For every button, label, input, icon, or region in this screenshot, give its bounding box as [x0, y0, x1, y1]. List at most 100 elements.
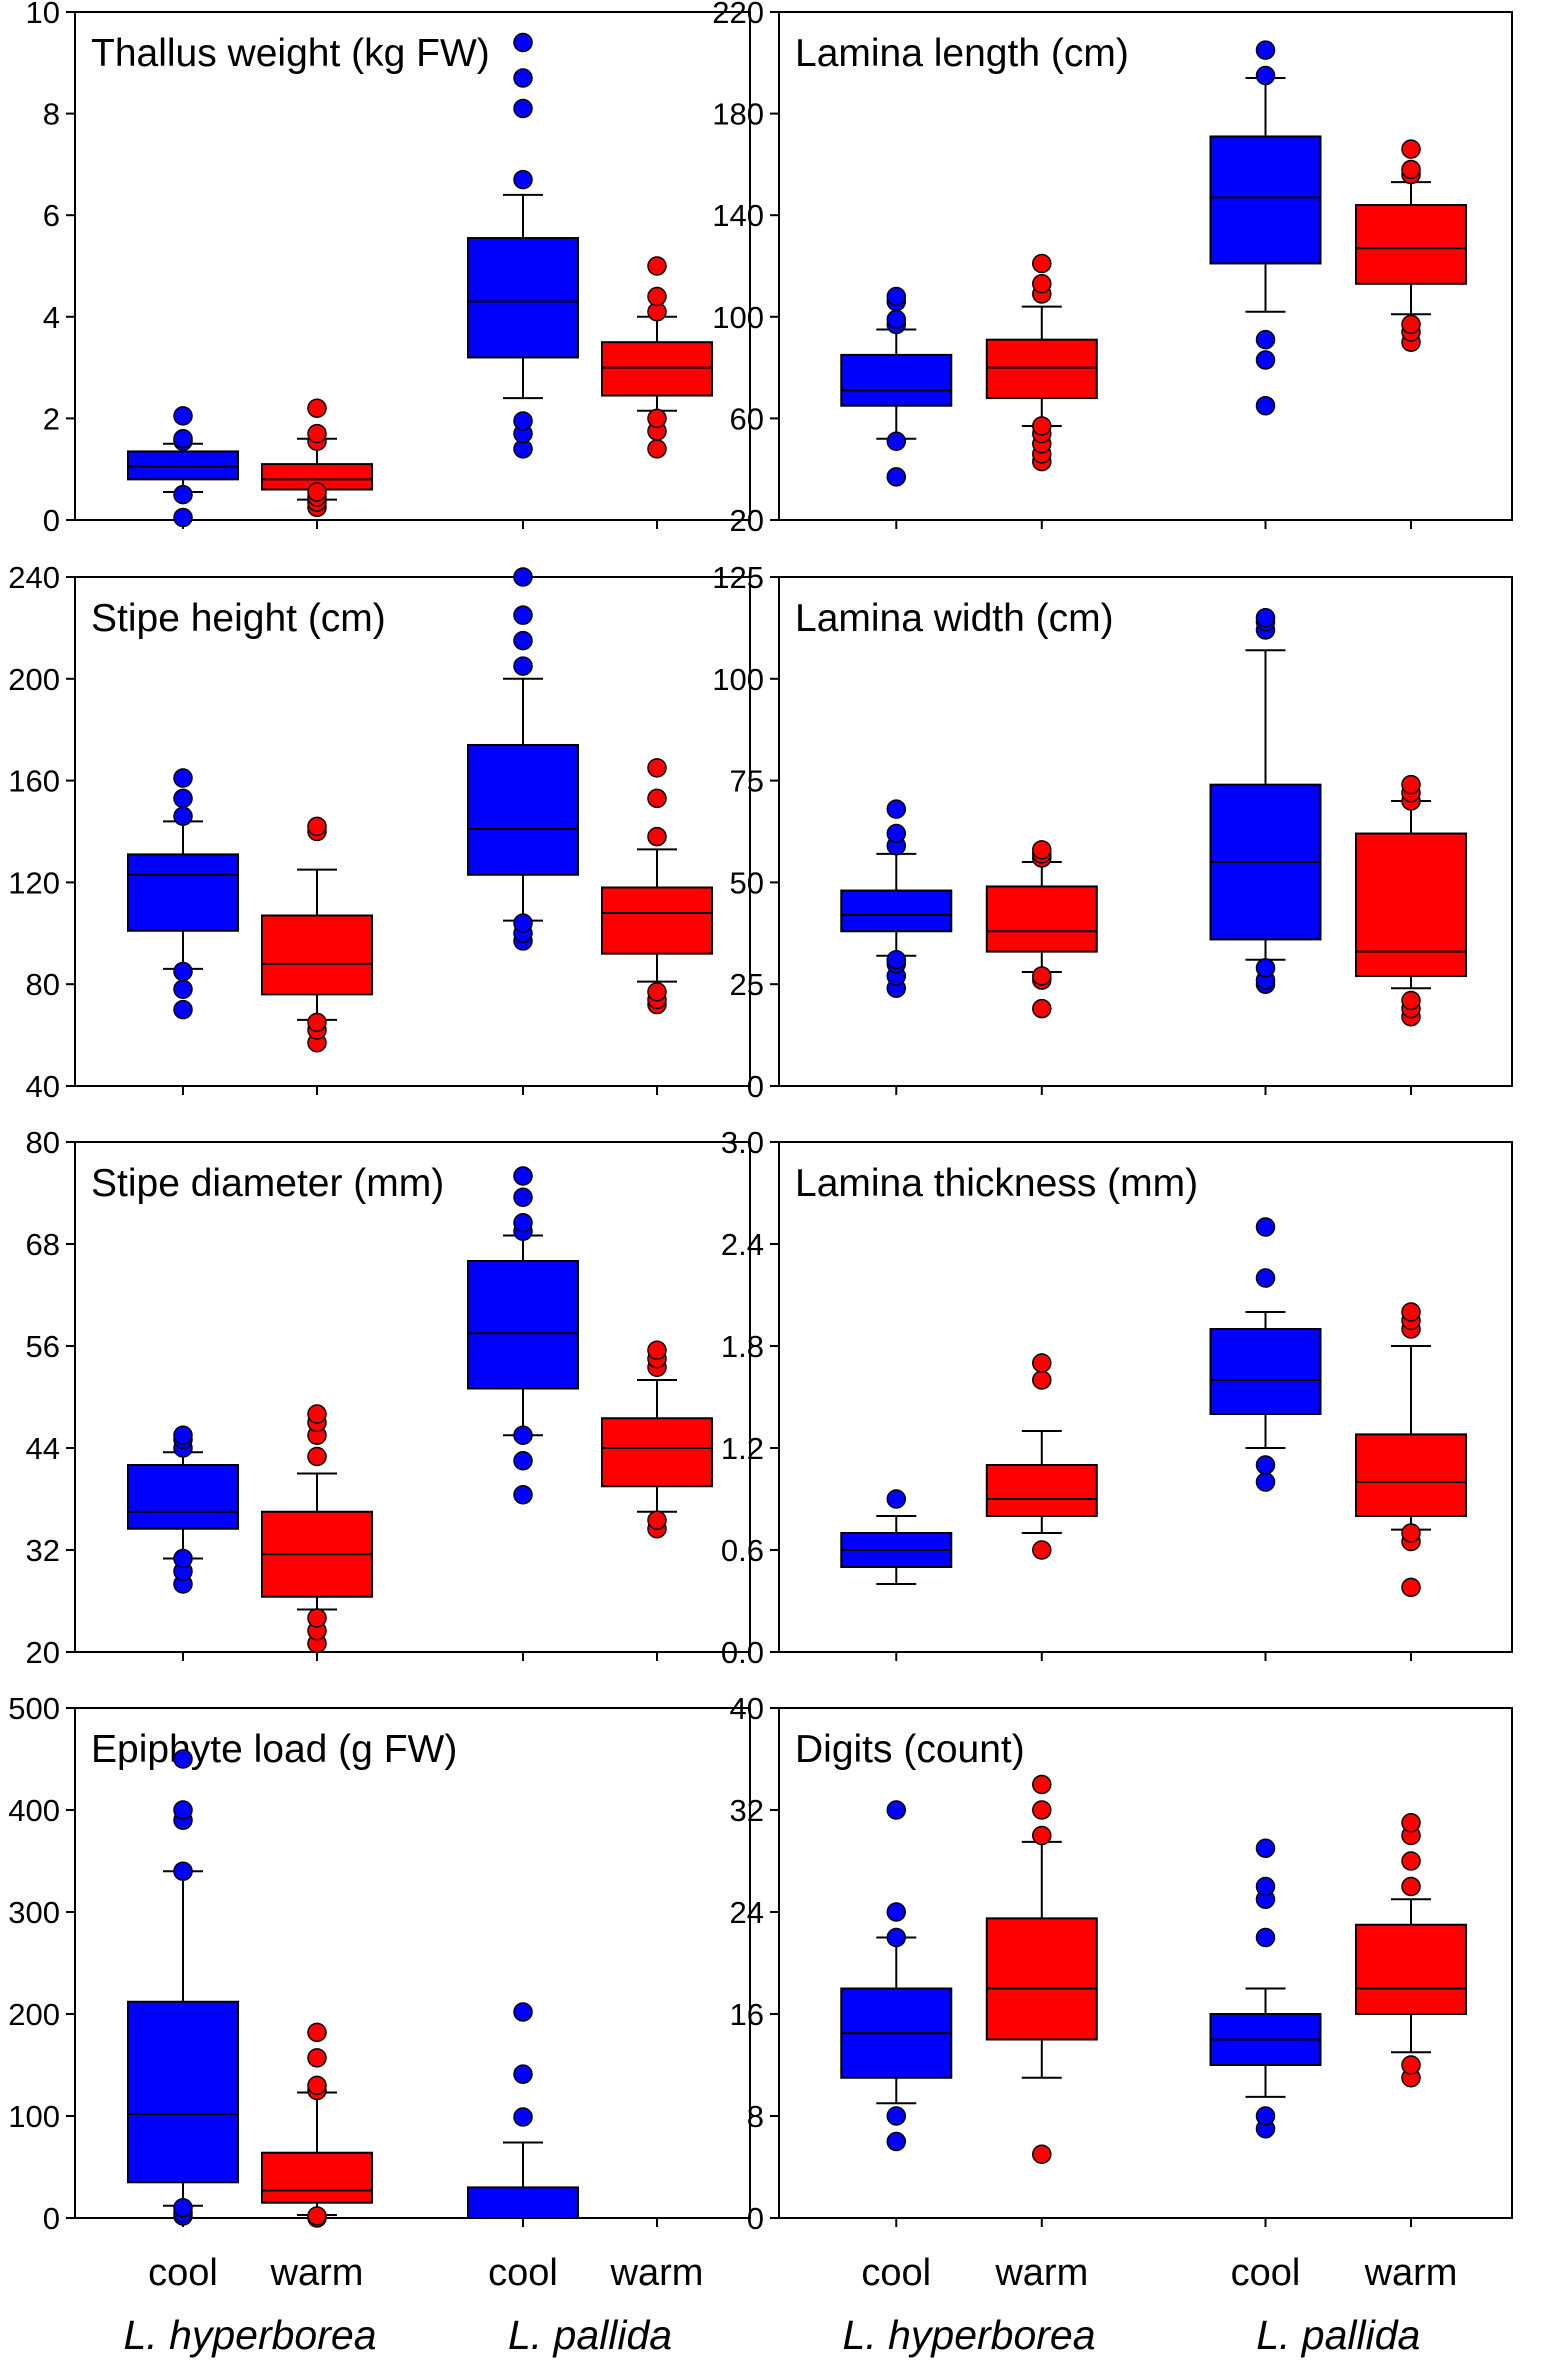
- outlier-point: [1032, 1353, 1052, 1373]
- outlier-point: [647, 826, 667, 847]
- outlier-point: [173, 979, 193, 1000]
- outlier-point: [1255, 1876, 1276, 1897]
- outlier-point: [513, 68, 533, 88]
- outlier-point: [1401, 314, 1421, 335]
- box-warm-hyperborea: [985, 840, 1098, 1019]
- outlier-point: [1401, 990, 1421, 1011]
- y-tick-label: 44: [26, 1431, 60, 1466]
- box-iqr: [1355, 1923, 1468, 2015]
- outlier-point: [1255, 329, 1276, 350]
- panel-title: Thallus weight (kg FW): [91, 32, 490, 75]
- outlier-point: [173, 961, 193, 982]
- outlier-point: [1401, 1523, 1421, 1543]
- outlier-point: [1032, 274, 1052, 294]
- box-iqr: [127, 2000, 239, 2184]
- panel-lamina-length: 20 60 100 140 180 220 Lamina length (cm): [712, 0, 1513, 538]
- outlier-point: [307, 1012, 327, 1033]
- outlier-point: [307, 1608, 327, 1628]
- outlier-point: [173, 1800, 193, 1820]
- box-iqr: [261, 2151, 373, 2204]
- outlier-point: [886, 1800, 907, 1820]
- box-cool-pallida: [467, 1166, 579, 1505]
- y-tick-label: 8: [747, 2099, 764, 2134]
- panel-digits: 0 8 16 24 32 40 Digits (count) cool warm cool warm…: [730, 1691, 1513, 2358]
- y-tick-label: 220: [712, 0, 764, 30]
- outlier-point: [513, 1213, 533, 1233]
- y-tick-label: 50: [730, 865, 764, 900]
- outlier-point: [173, 1749, 193, 1769]
- x-category-label: warm: [1364, 2252, 1458, 2294]
- outlier-point: [513, 1166, 533, 1186]
- box-cool-hyperborea: [127, 1749, 239, 2226]
- outlier-point: [307, 2022, 327, 2043]
- y-tick-label: 0.6: [721, 1533, 764, 1568]
- y-tick-label: 60: [730, 401, 764, 436]
- panel-thallus-weight: 0 2 4 6 8 10 Thallus weight (kg FW): [26, 0, 751, 538]
- y-tick-label: 40: [730, 1691, 764, 1726]
- outlier-point: [513, 1451, 533, 1471]
- outlier-point: [307, 2206, 327, 2226]
- x-category-label: cool: [148, 2252, 218, 2294]
- outlier-point: [886, 1489, 907, 1509]
- outlier-point: [1032, 1825, 1052, 1846]
- y-tick-label: 125: [712, 560, 764, 595]
- plot-frame: [74, 11, 751, 521]
- outlier-point: [1401, 1851, 1421, 1871]
- box-cool-pallida: [1209, 1217, 1322, 1492]
- y-tick-label: 8: [43, 97, 60, 132]
- box-iqr: [1355, 832, 1468, 978]
- box-warm-pallida: [1355, 1813, 1468, 2088]
- y-tick-label: 100: [712, 662, 764, 697]
- panel-title: Digits (count): [795, 1728, 1025, 1771]
- plot-frame: [778, 11, 1513, 521]
- outlier-point: [1255, 1268, 1276, 1288]
- box-iqr: [601, 886, 713, 955]
- box-iqr: [840, 889, 953, 933]
- y-tick-label: 32: [730, 1793, 764, 1828]
- y-tick-label: 3.0: [721, 1125, 764, 1160]
- y-tick-label: 68: [26, 1227, 60, 1262]
- outlier-point: [307, 398, 327, 418]
- outlier-point: [647, 982, 667, 1002]
- outlier-point: [513, 1425, 533, 1445]
- y-tick-label: 20: [730, 503, 764, 538]
- outlier-point: [1255, 958, 1276, 978]
- y-tick-label: 2.4: [721, 1227, 764, 1262]
- box-iqr: [127, 853, 239, 932]
- box-iqr: [127, 1464, 239, 1530]
- outlier-point: [513, 1187, 533, 1207]
- box-warm-pallida: [601, 256, 713, 459]
- species-label: L. pallida: [508, 2312, 672, 2358]
- outlier-point: [1401, 774, 1421, 795]
- outlier-point: [173, 999, 193, 1020]
- box-cool-pallida: [467, 32, 579, 459]
- outlier-point: [173, 1425, 193, 1445]
- outlier-point: [513, 2064, 533, 2084]
- outlier-point: [513, 98, 533, 119]
- outlier-point: [513, 2107, 533, 2127]
- outlier-point: [173, 806, 193, 826]
- y-tick-label: 0.0: [721, 1635, 764, 1670]
- box-iqr: [1209, 135, 1322, 265]
- outlier-point: [513, 2002, 533, 2022]
- outlier-point: [1255, 350, 1276, 370]
- species-label: L. hyperborea: [123, 2312, 376, 2358]
- box-warm-hyperborea: [985, 253, 1098, 472]
- outlier-point: [1255, 40, 1276, 60]
- plot-frame: [74, 1141, 751, 1653]
- box-iqr: [467, 1260, 579, 1390]
- x-category-label: cool: [861, 2252, 931, 2294]
- outlier-point: [307, 423, 327, 444]
- y-tick-label: 200: [8, 662, 60, 697]
- outlier-point: [647, 256, 667, 276]
- box-warm-hyperborea: [261, 398, 373, 518]
- panel-lamina-width: 0 25 50 75 100 125 Lamina width (cm): [712, 560, 1513, 1104]
- box-iqr: [840, 353, 953, 407]
- outlier-point: [1401, 1302, 1421, 1322]
- box-warm-pallida: [601, 1340, 713, 1539]
- outlier-point: [173, 2198, 193, 2218]
- outlier-point: [1255, 1838, 1276, 1858]
- outlier-point: [886, 431, 907, 452]
- y-tick-label: 160: [8, 764, 60, 799]
